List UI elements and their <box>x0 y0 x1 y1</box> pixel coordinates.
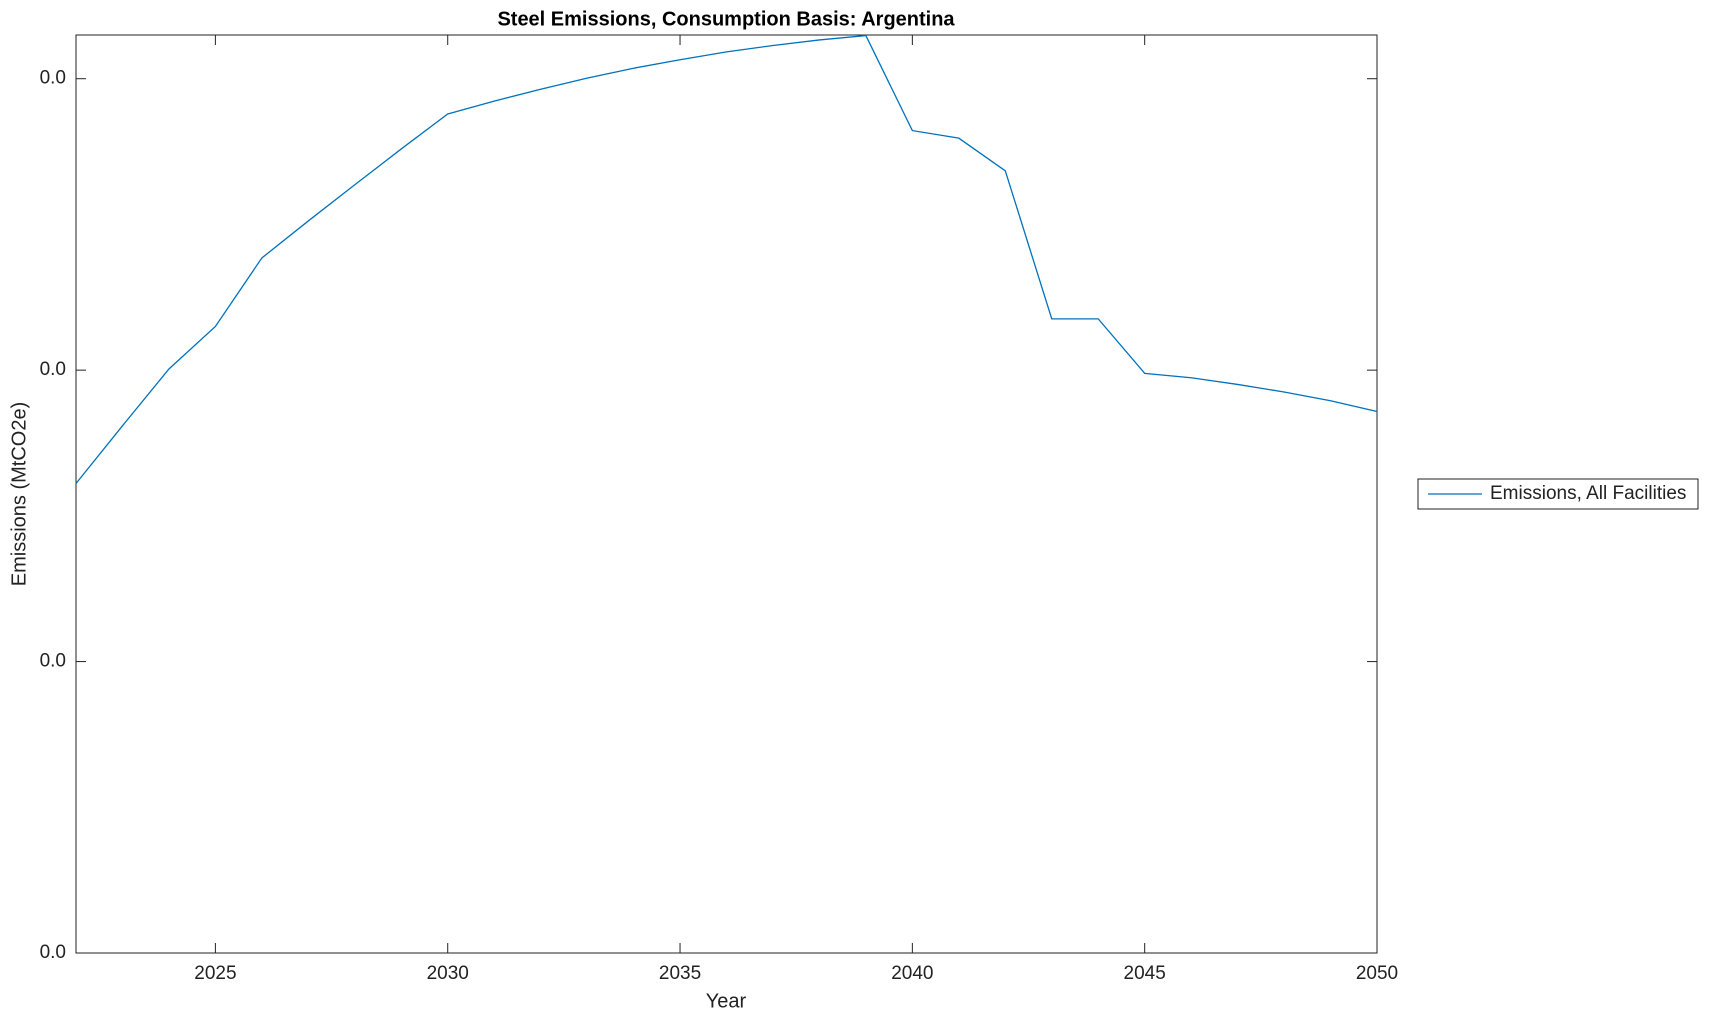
x-axis-title: Year <box>706 990 747 1012</box>
x-tick-label: 2025 <box>194 963 236 984</box>
plot-frame <box>75 34 1378 954</box>
y-tick-label: 0.0 <box>40 68 66 89</box>
legend-label: Emissions, All Facilities <box>1490 483 1686 504</box>
x-tick-label: 2040 <box>891 963 933 984</box>
x-tick-label: 2045 <box>1124 963 1166 984</box>
chart-title: Steel Emissions, Consumption Basis: Arge… <box>497 8 955 30</box>
y-tick-label: 0.0 <box>40 651 66 672</box>
y-tick-label: 0.0 <box>40 359 66 380</box>
y-tick-label: 0.0 <box>40 942 66 963</box>
y-axis-title: Emissions (MtCO2e) <box>8 402 30 586</box>
x-tick-label: 2030 <box>427 963 469 984</box>
x-tick-label: 2035 <box>659 963 701 984</box>
data-line <box>75 34 1378 484</box>
x-tick-label: 2050 <box>1356 963 1398 984</box>
